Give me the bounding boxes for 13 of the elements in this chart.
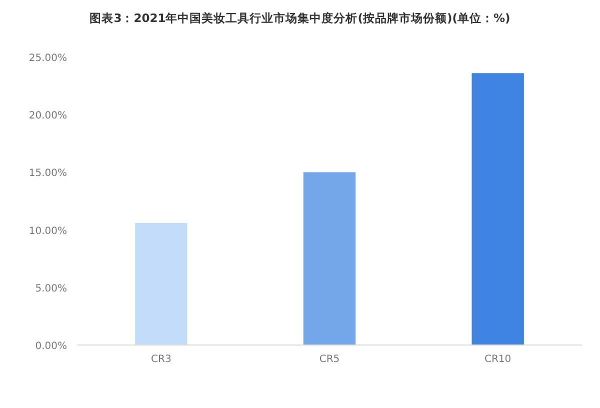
y-tick-label: 5.00% — [35, 283, 67, 294]
y-tick-label: 25.00% — [28, 53, 67, 64]
y-tick-label: 15.00% — [28, 168, 67, 180]
x-tick-label: CR5 — [319, 354, 340, 365]
x-tick-label: CR3 — [151, 354, 172, 365]
y-tick-label: 20.00% — [28, 110, 67, 122]
bar — [303, 172, 356, 345]
bar — [472, 73, 524, 345]
chart-title: 图表3：2021年中国美妆工具行业市场集中度分析(按品牌市场份额)(单位：%) — [90, 11, 510, 25]
bar — [135, 222, 188, 345]
y-tick-label: 0.00% — [35, 341, 67, 352]
y-tick-label: 10.00% — [28, 226, 67, 237]
x-tick-label: CR10 — [484, 354, 512, 365]
